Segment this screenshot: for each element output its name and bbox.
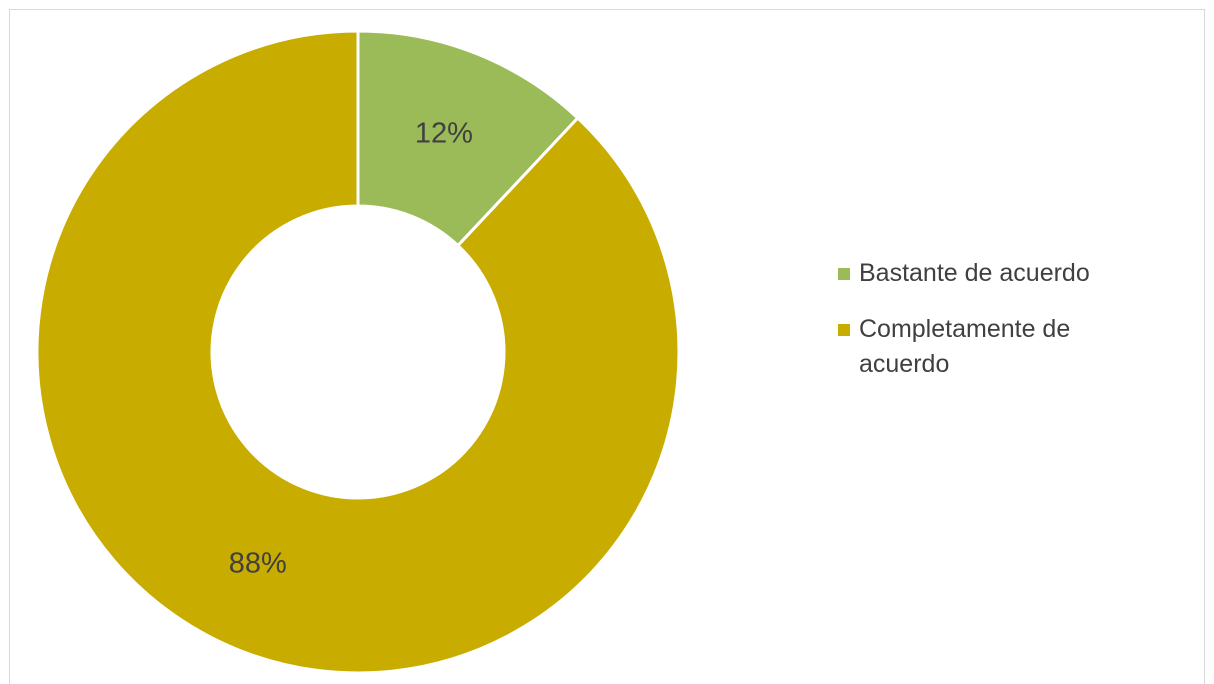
legend-swatch-bastante	[838, 268, 850, 280]
legend-label-bastante: Bastante de acuerdo	[859, 259, 1090, 287]
data-label-bastante: 12%	[415, 118, 473, 150]
legend-label-completamente: Completamente de acuerdo	[859, 315, 1071, 378]
legend-swatch-completamente	[838, 324, 850, 336]
data-label-completamente: 88%	[229, 548, 287, 580]
legend-item-bastante: Bastante de acuerdo	[838, 256, 1168, 291]
legend-item-completamente: Completamente de acuerdo	[838, 312, 1168, 382]
slice-bastante	[356, 29, 580, 248]
legend: Bastante de acuerdo Completamente de acu…	[838, 256, 1168, 403]
slice-completamente	[35, 29, 681, 675]
